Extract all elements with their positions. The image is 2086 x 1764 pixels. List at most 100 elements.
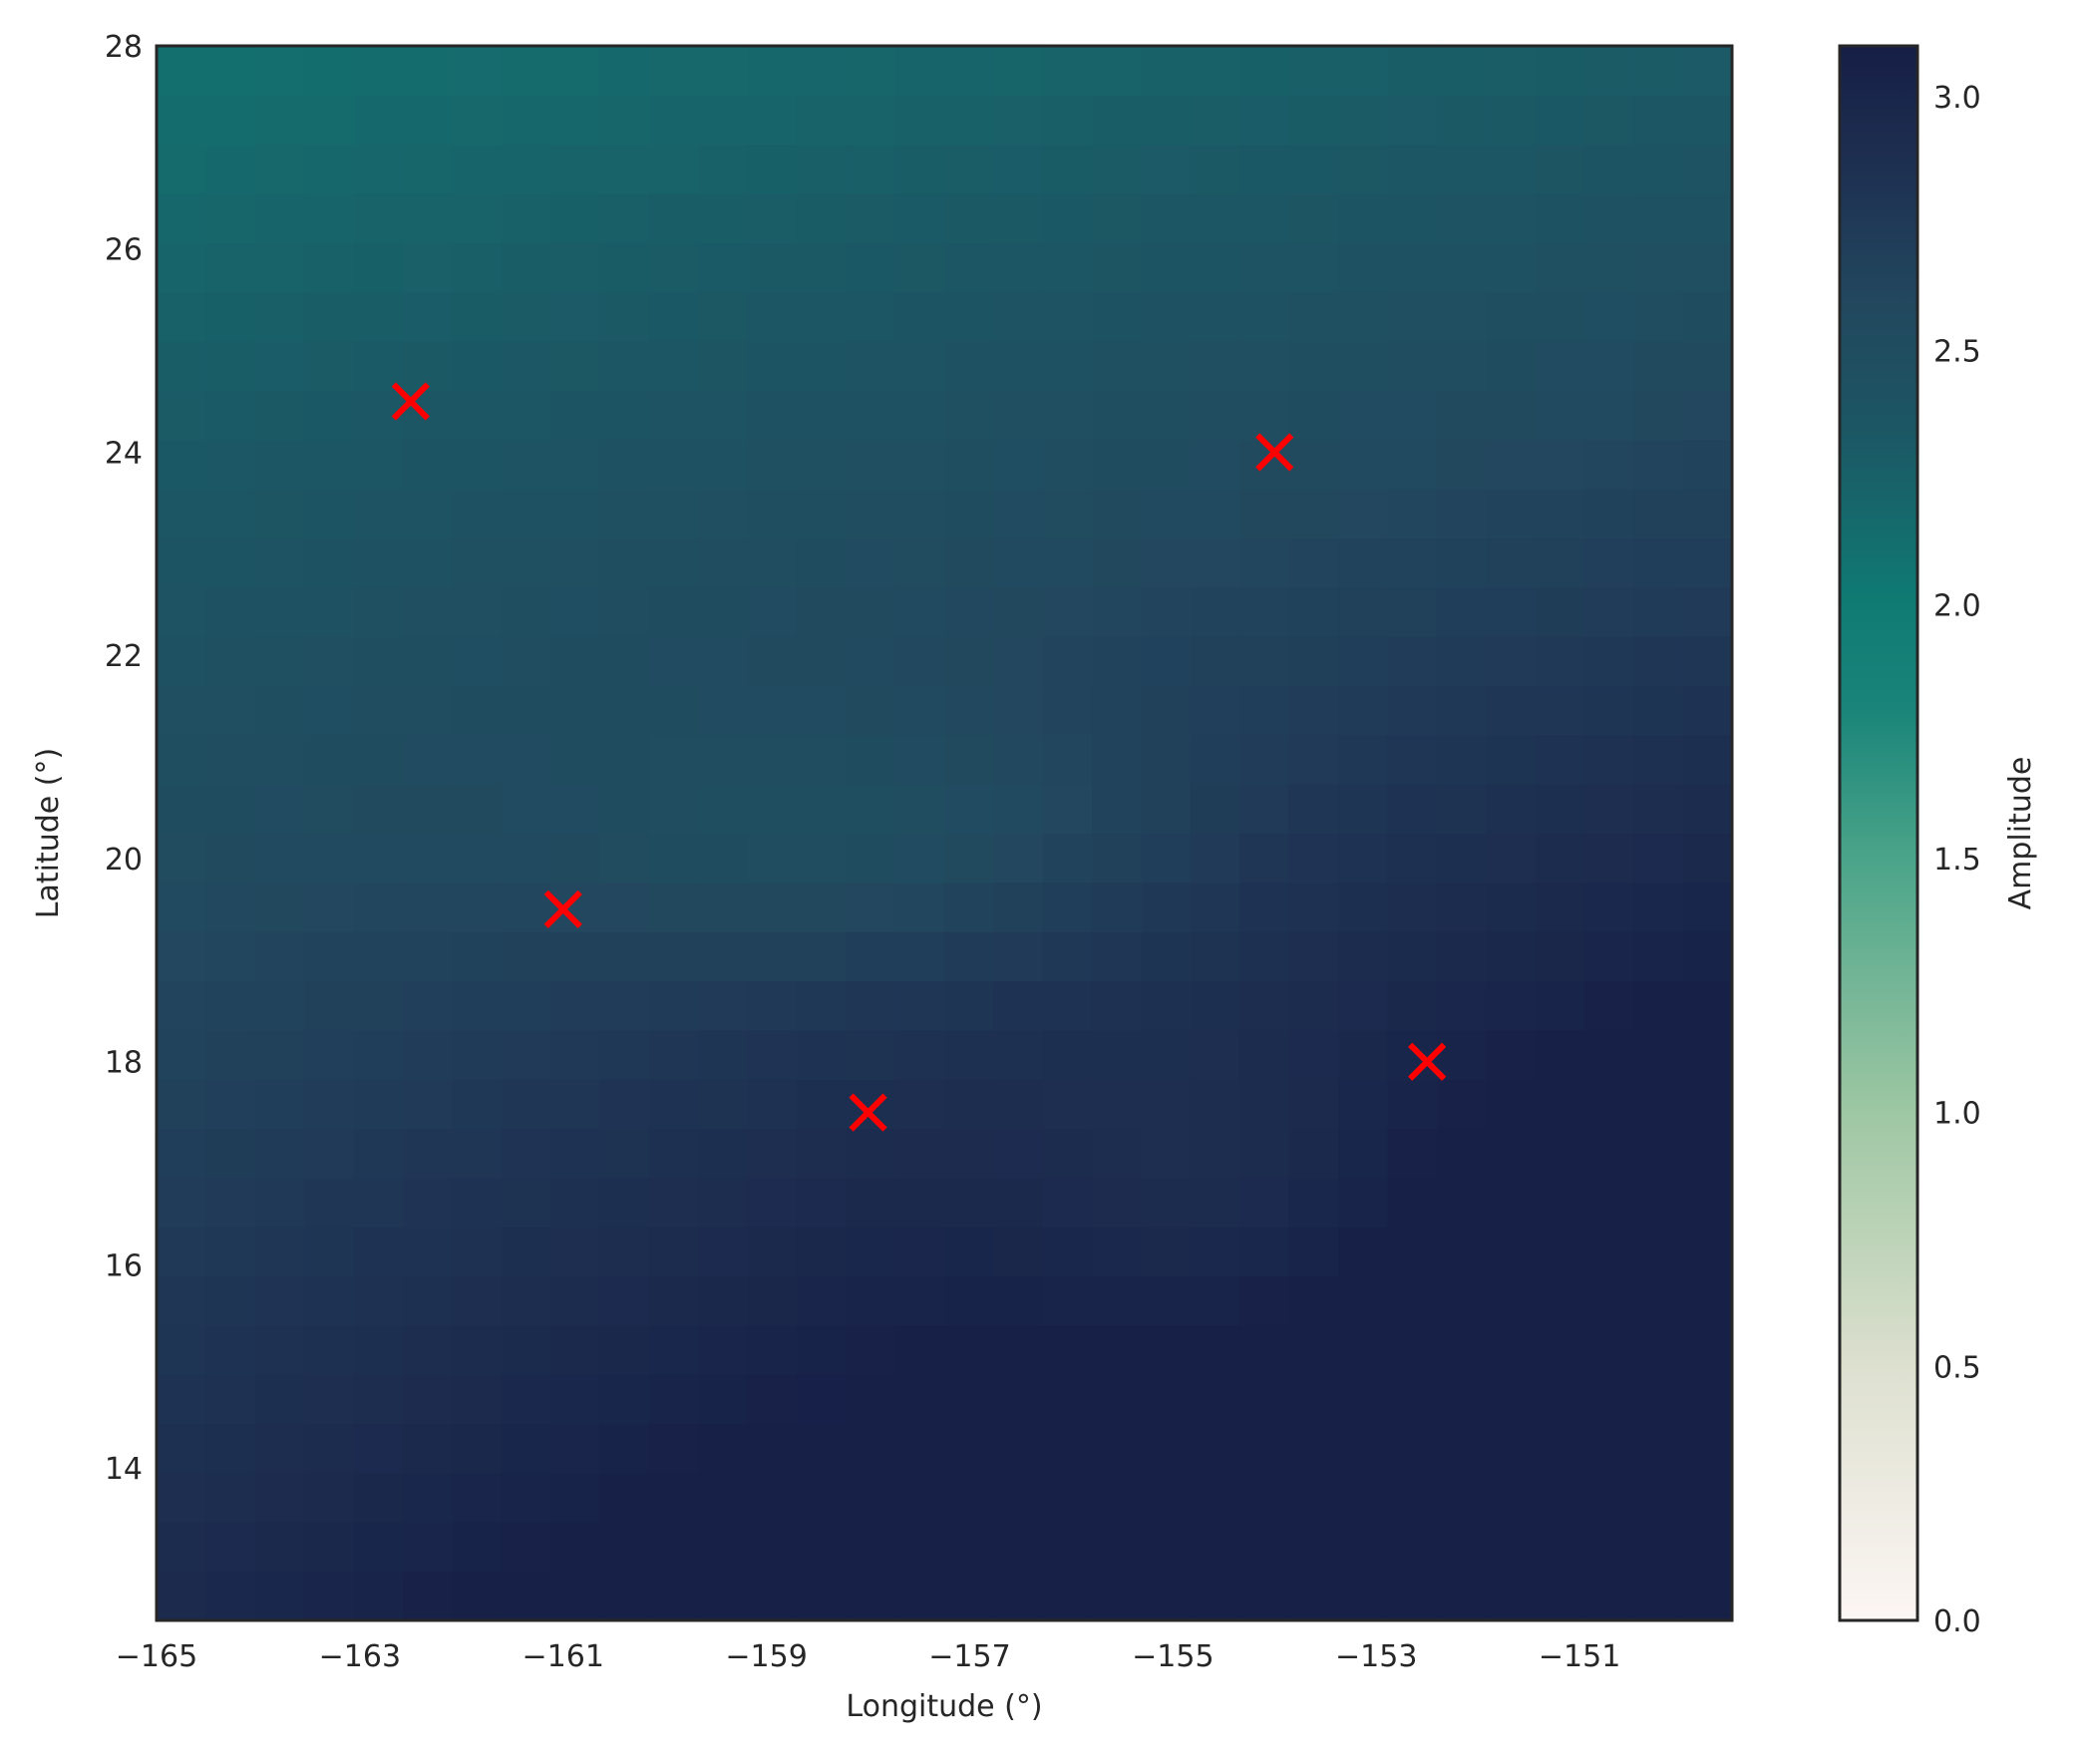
heatmap-cell	[1239, 784, 1290, 835]
heatmap-cell	[648, 931, 699, 982]
heatmap-cell	[1092, 833, 1143, 883]
heatmap-cell	[1338, 833, 1388, 883]
heatmap-cell	[1387, 537, 1438, 588]
heatmap-cell	[157, 882, 206, 932]
heatmap-cell	[1387, 1128, 1438, 1179]
heatmap-cell	[1387, 586, 1438, 637]
heatmap-cell	[944, 931, 994, 982]
heatmap-cell	[846, 784, 896, 835]
heatmap-cell	[1535, 1227, 1585, 1277]
heatmap-cell	[501, 833, 551, 883]
heatmap-cell	[304, 1029, 355, 1080]
heatmap-cell	[205, 390, 256, 441]
heatmap-cell	[157, 1079, 206, 1130]
heatmap-cell	[747, 1029, 798, 1080]
heatmap-cell	[1092, 1472, 1143, 1523]
heatmap-cell	[1338, 931, 1388, 982]
heatmap-cell	[157, 1029, 206, 1080]
heatmap-cell	[304, 144, 355, 194]
heatmap-cell	[1583, 636, 1634, 687]
heatmap-cell	[1141, 1029, 1192, 1080]
heatmap-cell	[304, 95, 355, 146]
heatmap-cell	[1288, 1571, 1339, 1621]
heatmap-cell	[1288, 1227, 1339, 1277]
heatmap-cell	[1436, 1227, 1487, 1277]
heatmap-cell	[550, 1029, 600, 1080]
heatmap-cell	[747, 46, 798, 96]
heatmap-cell	[452, 980, 503, 1031]
heatmap-cell	[501, 489, 551, 539]
heatmap-cell	[1141, 734, 1192, 785]
heatmap-cell	[205, 1128, 256, 1179]
heatmap-cell	[353, 1423, 404, 1474]
heatmap-cell	[501, 1079, 551, 1130]
heatmap-cell	[1387, 291, 1438, 342]
heatmap-cell	[599, 1227, 650, 1277]
heatmap-cell	[698, 636, 749, 687]
heatmap-cell	[747, 1275, 798, 1326]
heatmap-cell	[1436, 439, 1487, 490]
heatmap-cell	[1141, 685, 1192, 736]
heatmap-cell	[894, 980, 945, 1031]
heatmap-cell	[1583, 1275, 1634, 1326]
heatmap-cell	[894, 1029, 945, 1080]
heatmap-cell	[747, 1324, 798, 1375]
heatmap-cell	[698, 1324, 749, 1375]
heatmap-cell	[353, 586, 404, 637]
heatmap-cell	[1338, 291, 1388, 342]
heatmap-cell	[1141, 931, 1192, 982]
heatmap-cell	[402, 341, 453, 392]
heatmap-cell	[1387, 242, 1438, 293]
heatmap-cell	[501, 1423, 551, 1474]
heatmap-cell	[648, 980, 699, 1031]
heatmap-cell	[1288, 242, 1339, 293]
heatmap-cell	[1092, 144, 1143, 194]
heatmap-cell	[1190, 242, 1240, 293]
heatmap-cell	[1239, 1275, 1290, 1326]
heatmap-cell	[944, 439, 994, 490]
heatmap-cell	[1486, 341, 1537, 392]
heatmap-cell	[157, 291, 206, 342]
heatmap-cell	[254, 1029, 305, 1080]
heatmap-cell	[648, 46, 699, 96]
heatmap-cell	[1190, 1177, 1240, 1228]
heatmap-cell	[846, 439, 896, 490]
heatmap-cell	[796, 586, 847, 637]
heatmap-cell	[1486, 882, 1537, 932]
heatmap-cell	[796, 1128, 847, 1179]
heatmap-cell	[1535, 1275, 1585, 1326]
heatmap-cell	[894, 636, 945, 687]
heatmap-cell	[1239, 980, 1290, 1031]
heatmap-cell	[698, 1029, 749, 1080]
x-tick-label: −165	[116, 1639, 197, 1674]
heatmap-cell	[698, 1472, 749, 1523]
heatmap-cell	[1387, 931, 1438, 982]
heatmap-cell	[353, 734, 404, 785]
heatmap-cell	[894, 193, 945, 243]
heatmap-cell	[550, 341, 600, 392]
heatmap-cell	[205, 1177, 256, 1228]
heatmap-cell	[501, 95, 551, 146]
heatmap-cell	[1092, 1324, 1143, 1375]
heatmap-cell	[1486, 1029, 1537, 1080]
heatmap-cell	[501, 784, 551, 835]
heatmap-cell	[1387, 1374, 1438, 1425]
heatmap-cell	[254, 1571, 305, 1621]
heatmap-cell	[1288, 1079, 1339, 1130]
heatmap-cell	[1535, 1324, 1585, 1375]
heatmap-cell	[402, 980, 453, 1031]
heatmap-cell	[1239, 1177, 1290, 1228]
heatmap-cell	[648, 1029, 699, 1080]
heatmap-cell	[254, 734, 305, 785]
heatmap-cell	[353, 1227, 404, 1277]
heatmap-cell	[1486, 439, 1537, 490]
heatmap-cell	[1288, 1128, 1339, 1179]
heatmap-cell	[747, 193, 798, 243]
heatmap-cell	[1092, 1177, 1143, 1228]
heatmap-cell	[304, 784, 355, 835]
colorbar-tick-label: 1.0	[1933, 1097, 1981, 1132]
heatmap-cell	[648, 193, 699, 243]
heatmap-cell	[1338, 242, 1388, 293]
heatmap-cell	[304, 537, 355, 588]
heatmap-cell	[353, 1275, 404, 1326]
